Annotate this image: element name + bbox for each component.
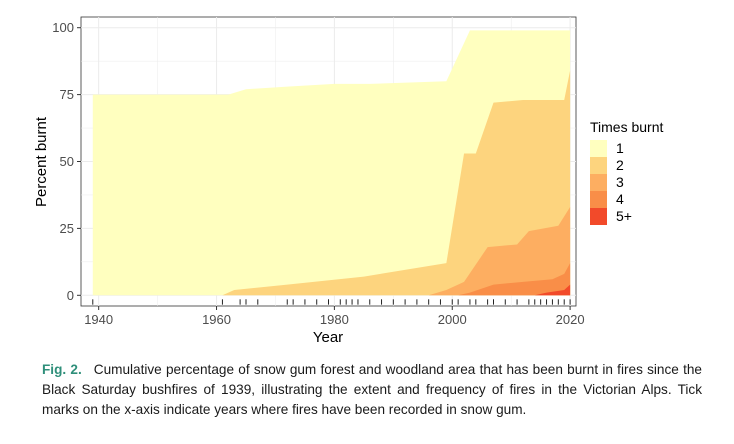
x-tick-label: 2020 — [556, 312, 585, 327]
area-series-1 — [92, 30, 571, 296]
x-tick-label: 2000 — [438, 312, 467, 327]
fire-year-ticks — [92, 299, 571, 305]
chart-canvas: 1940 1960 1980 2000 2020 0 25 50 75 100 Year Perc… — [33, 16, 664, 346]
legend-key-3 — [590, 174, 607, 191]
legend-title: Times burnt — [590, 119, 664, 135]
legend-label: 4 — [616, 191, 624, 207]
x-tick-label: 1940 — [84, 312, 113, 327]
legend-key-4 — [590, 191, 607, 208]
legend-label: 5+ — [616, 208, 632, 224]
y-tick-label: 50 — [60, 154, 74, 169]
x-tick-label: 1960 — [202, 312, 231, 327]
y-axis-title: Percent burnt — [33, 116, 50, 207]
figure-caption: Fig. 2. Cumulative percentage of snow gum… — [42, 360, 702, 420]
axes: 1940 1960 1980 2000 2020 0 25 50 75 100 — [52, 20, 584, 327]
x-axis-title: Year — [313, 329, 343, 346]
caption-text: Cumulative percentage of snow gum forest… — [42, 362, 702, 417]
legend-key-2 — [590, 157, 607, 174]
y-tick-label: 75 — [60, 87, 74, 102]
legend-label: 3 — [616, 174, 624, 190]
x-tick-label: 1980 — [320, 312, 349, 327]
figure-label: Fig. 2. — [42, 362, 82, 377]
legend-key-1 — [590, 140, 607, 157]
area-series-4 — [92, 263, 571, 296]
legend-key-5 — [590, 208, 607, 225]
y-tick-label: 0 — [67, 288, 74, 303]
y-tick-label: 100 — [52, 20, 74, 35]
area-series — [92, 30, 571, 296]
legend-label: 2 — [616, 157, 624, 173]
area-series-2 — [92, 70, 571, 296]
legend-label: 1 — [616, 140, 624, 156]
y-tick-label: 25 — [60, 221, 74, 236]
